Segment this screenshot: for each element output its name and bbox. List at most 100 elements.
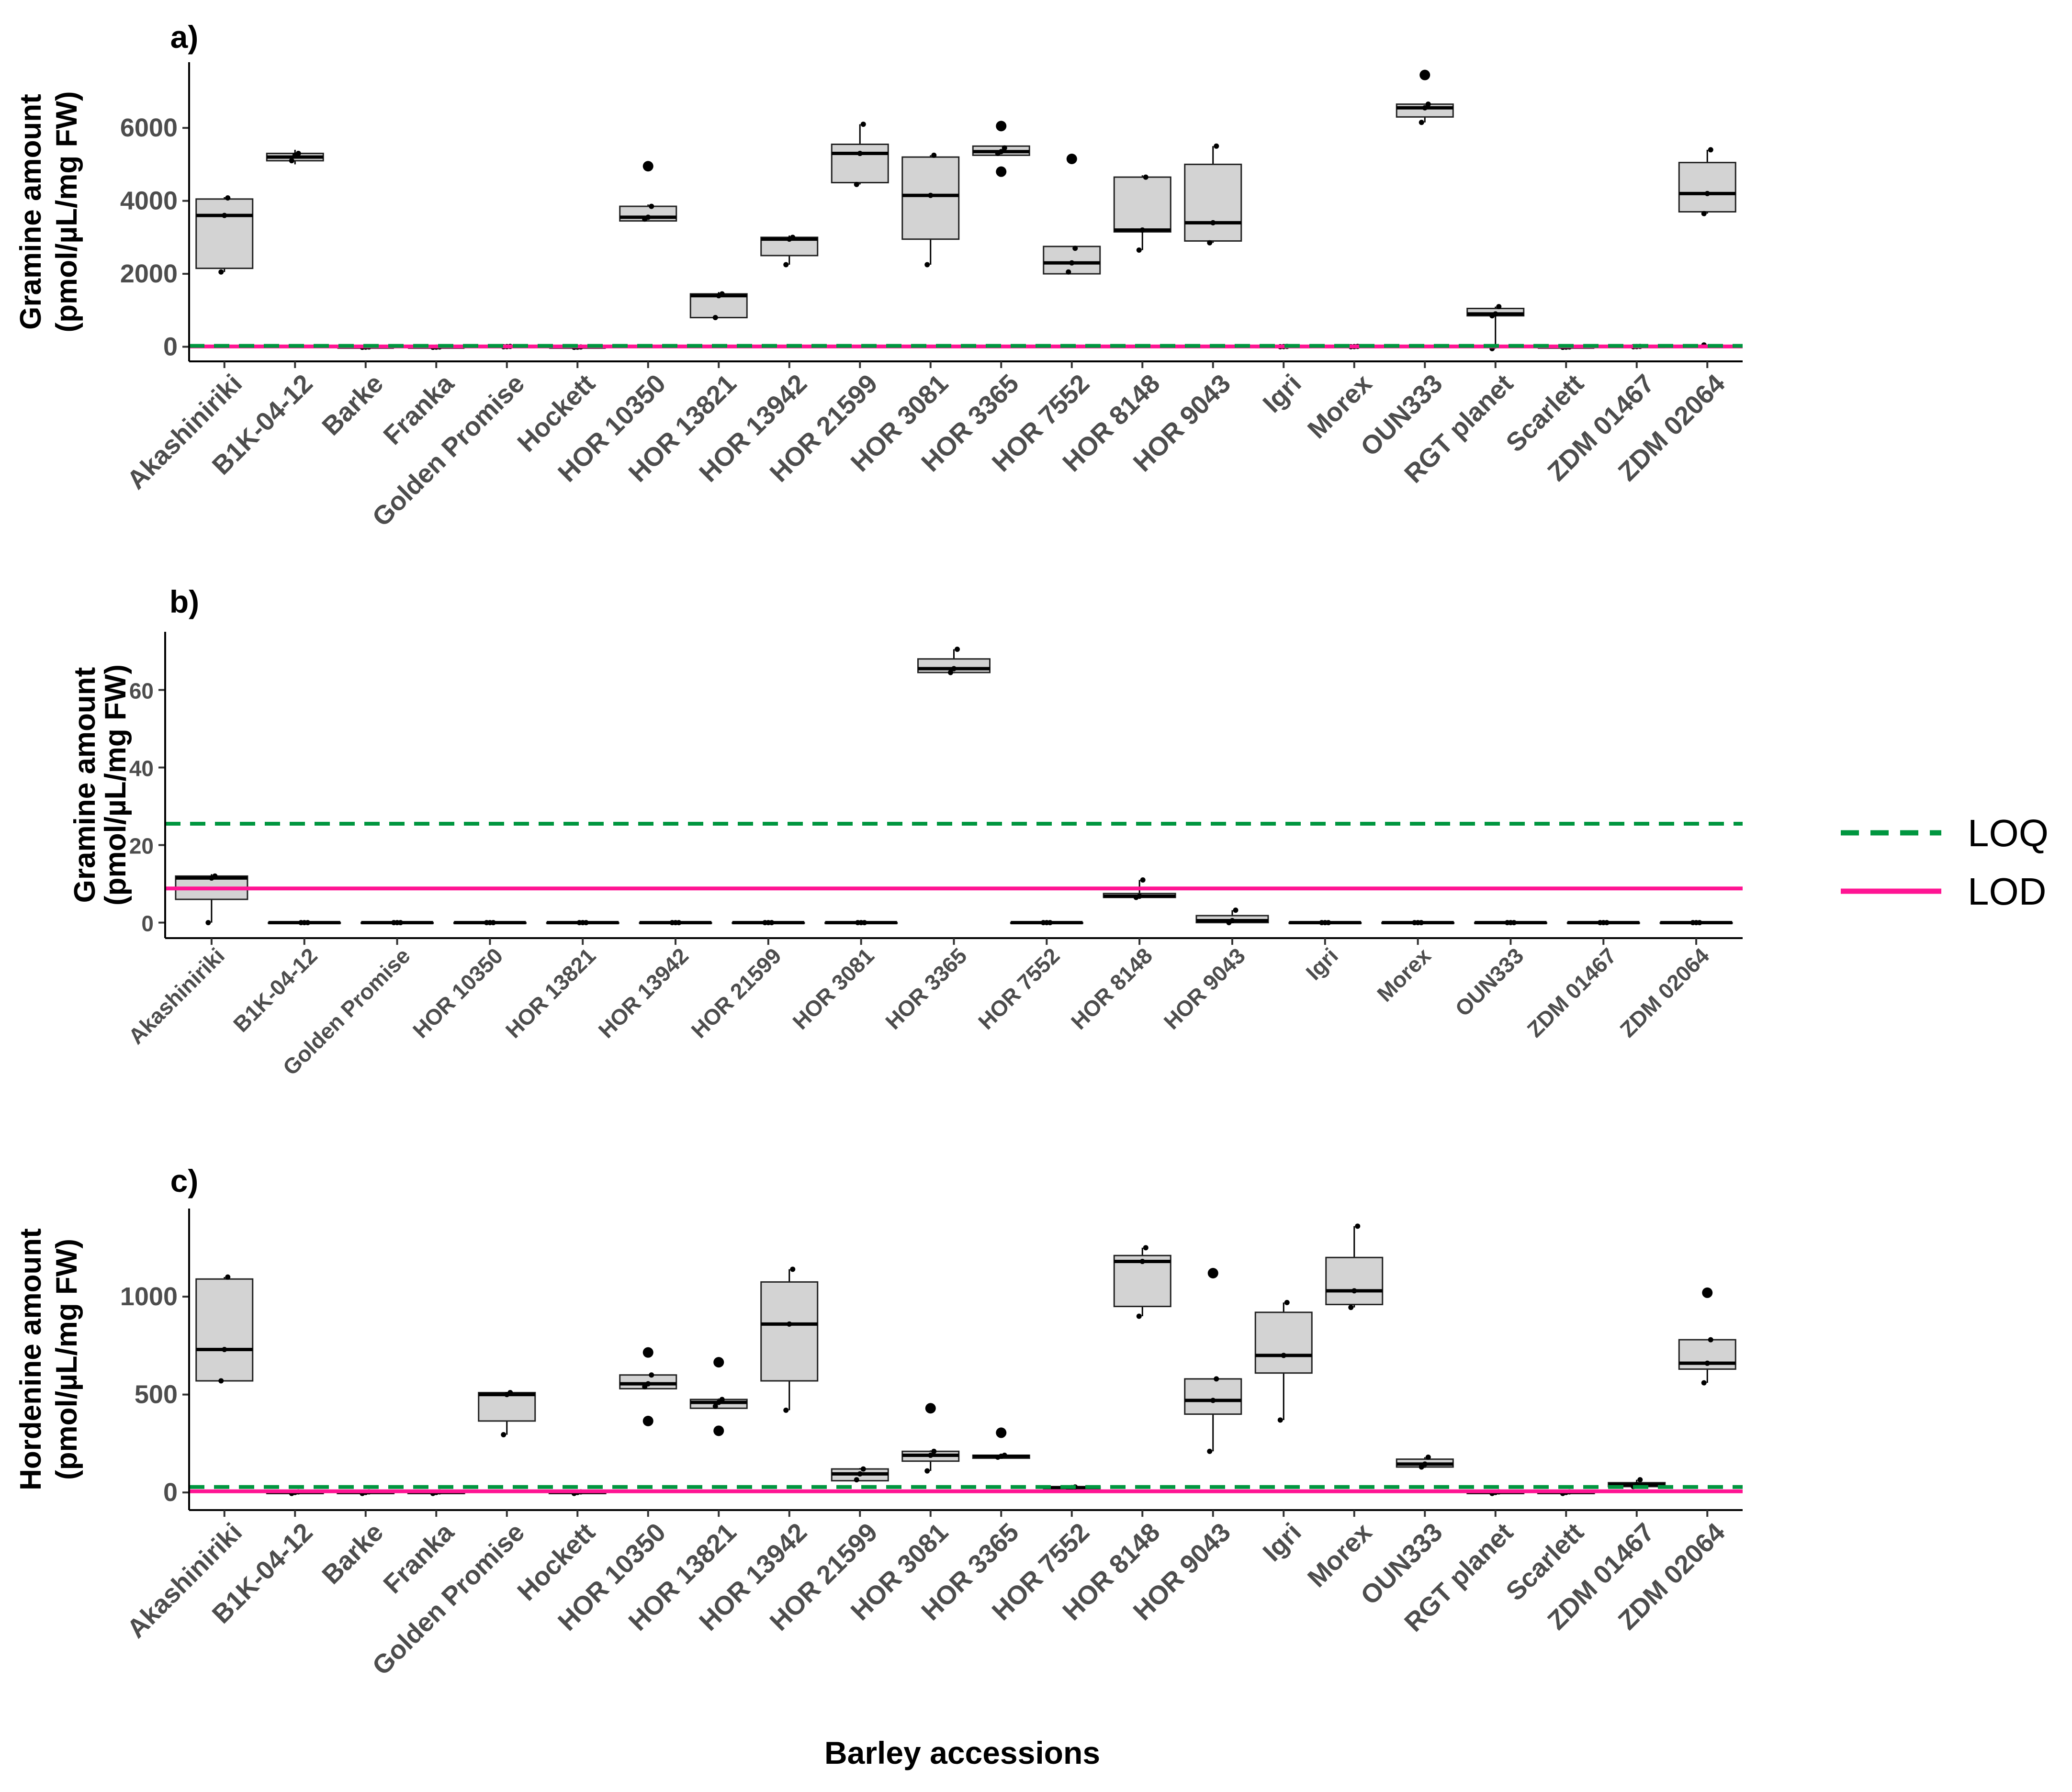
x-category-label: ZDM 02064 (1615, 943, 1714, 1042)
data-point (1002, 1452, 1007, 1458)
data-point (931, 152, 937, 158)
data-point (1207, 1448, 1213, 1454)
data-point (295, 151, 301, 157)
data-point (712, 315, 718, 321)
data-point (719, 291, 725, 297)
y-tick-label: 0 (141, 911, 154, 936)
data-point (1139, 227, 1145, 233)
x-category-label: HOR 10350 (408, 943, 508, 1043)
data-point (1233, 907, 1239, 913)
data-point (1701, 211, 1707, 216)
data-point (1704, 1360, 1710, 1366)
y-tick-label: 40 (129, 756, 154, 781)
data-point (1284, 1299, 1290, 1305)
data-point (1708, 1337, 1713, 1343)
data-point (645, 1381, 651, 1387)
data-point (1697, 920, 1702, 926)
data-point (1137, 894, 1142, 899)
data-point (1637, 1477, 1643, 1483)
data-point (951, 666, 957, 672)
data-point (998, 149, 1004, 155)
outlier-point (996, 1427, 1007, 1438)
x-category-label: OUN333 (1450, 943, 1528, 1021)
y-axis-label-line: (pmol/µL/mg FW) (50, 1239, 83, 1480)
data-point (769, 920, 775, 926)
box (1184, 163, 1242, 242)
legend-loq-label: LOQ (1968, 812, 2049, 854)
data-point (1277, 1417, 1283, 1423)
data-point (1139, 1258, 1145, 1264)
data-point (222, 213, 227, 218)
panel-tag: a) (170, 19, 199, 55)
data-point (1493, 311, 1498, 317)
x-category-label: HOR 21599 (686, 943, 786, 1043)
data-point (787, 1321, 792, 1327)
outlier-point (1207, 1268, 1218, 1278)
data-point (931, 1448, 937, 1454)
data-point (1351, 1288, 1357, 1294)
data-point (860, 122, 866, 127)
outlier-point (642, 161, 653, 172)
data-point (1425, 1455, 1431, 1460)
box (1113, 1254, 1171, 1308)
box (1678, 162, 1736, 213)
y-tick-label: 20 (129, 834, 154, 859)
outlier-point (642, 1347, 653, 1358)
outlier-point (713, 1357, 724, 1368)
y-tick-label: 6000 (120, 113, 178, 142)
data-point (1143, 1245, 1149, 1251)
data-point (1136, 1313, 1142, 1319)
data-point (928, 192, 934, 198)
data-point (1229, 918, 1235, 924)
box (1325, 1256, 1384, 1305)
data-point (790, 235, 796, 240)
data-point (1069, 260, 1075, 266)
outlier-point (996, 166, 1007, 177)
x-category-label: Morex (1372, 943, 1436, 1007)
outlier-point (642, 1415, 653, 1426)
box (901, 156, 960, 240)
box (1254, 1311, 1313, 1374)
x-category-label: Igri (1257, 369, 1306, 418)
y-tick-label: 60 (129, 679, 154, 704)
data-point (649, 1372, 654, 1378)
data-point (1422, 105, 1428, 111)
y-axis-label-line: Gramine amount (14, 94, 47, 330)
data-point (1511, 920, 1517, 926)
data-point (222, 1347, 227, 1353)
data-point (1708, 147, 1713, 153)
data-point (289, 158, 294, 164)
data-point (854, 1477, 859, 1483)
data-point (862, 920, 867, 926)
data-point (1604, 920, 1610, 926)
x-category-label: Igri (1301, 943, 1342, 985)
data-point (955, 646, 960, 652)
data-point (225, 195, 231, 201)
x-axis-title: Barley accessions (824, 1735, 1100, 1770)
x-category-label: HOR 7552 (973, 943, 1064, 1034)
y-tick-label: 0 (163, 333, 178, 361)
data-point (1425, 101, 1431, 107)
data-point (948, 670, 953, 675)
box (1113, 176, 1171, 233)
data-point (924, 1468, 930, 1474)
box (1043, 246, 1101, 275)
data-point (205, 920, 211, 926)
x-category-label: B1K-04-12 (228, 943, 322, 1037)
data-point (1140, 877, 1146, 883)
box (478, 1392, 536, 1422)
x-category-label: Akashiniriki (124, 943, 229, 1049)
data-point (1210, 220, 1216, 225)
data-point (928, 1452, 934, 1458)
data-point (1419, 120, 1424, 125)
data-point (1002, 145, 1007, 151)
panel-a: a) Gramine amount (pmol/µL/mg FW) 0 2000 4000… (14, 19, 1743, 532)
data-point (1701, 1380, 1707, 1386)
data-point (507, 1390, 513, 1396)
panel-c: c) Hordenine amount (pmol/µL/mg FW) 0 500 100… (14, 1163, 1743, 1681)
y-tick-label: 2000 (120, 259, 178, 288)
data-point (676, 920, 682, 926)
data-point (305, 920, 311, 926)
data-point (212, 873, 218, 879)
data-point (712, 1403, 718, 1409)
